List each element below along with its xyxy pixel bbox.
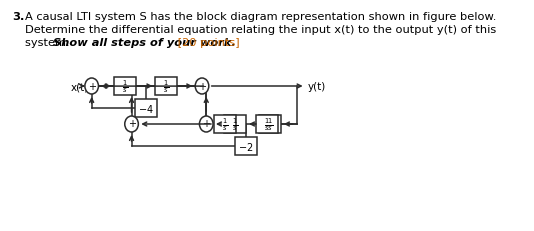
Text: A causal LTI system S has the block diagram representation shown in figure below: A causal LTI system S has the block diag… (26, 12, 497, 22)
Bar (135, 100, 156, 118)
Bar (214, 116, 236, 134)
Text: +: + (202, 119, 210, 129)
Text: $\frac{1}{s}$: $\frac{1}{s}$ (266, 116, 273, 133)
Bar (259, 116, 281, 134)
Text: [20 points]: [20 points] (174, 38, 240, 48)
Bar (224, 116, 246, 134)
Circle shape (195, 79, 209, 94)
Circle shape (200, 116, 213, 132)
Text: +: + (198, 81, 206, 91)
Text: +: + (128, 119, 136, 129)
Text: Show all steps of your work.: Show all steps of your work. (53, 38, 235, 48)
Text: Determine the differential equation relating the input x(t) to the output y(t) o: Determine the differential equation rela… (26, 25, 497, 35)
Text: 3.: 3. (12, 12, 24, 22)
Text: $\frac{1}{s}$: $\frac{1}{s}$ (163, 78, 169, 95)
Circle shape (85, 79, 98, 94)
Text: $-4$: $-4$ (138, 103, 153, 115)
Circle shape (125, 116, 138, 132)
Text: x(t): x(t) (70, 82, 89, 92)
Text: y(t): y(t) (307, 82, 326, 92)
Bar (114, 78, 136, 96)
Text: $\frac{1}{s}$: $\frac{1}{s}$ (264, 116, 271, 133)
Text: $\frac{1}{s}$: $\frac{1}{s}$ (122, 78, 128, 95)
Text: $\frac{1}{s}$: $\frac{1}{s}$ (222, 116, 228, 133)
Bar (155, 78, 177, 96)
Bar (235, 137, 257, 155)
Text: system.: system. (26, 38, 74, 48)
Bar (256, 116, 278, 134)
Text: +: + (88, 81, 96, 91)
Text: $-2$: $-2$ (239, 140, 254, 152)
Text: $\frac{1}{s}$: $\frac{1}{s}$ (232, 116, 238, 133)
